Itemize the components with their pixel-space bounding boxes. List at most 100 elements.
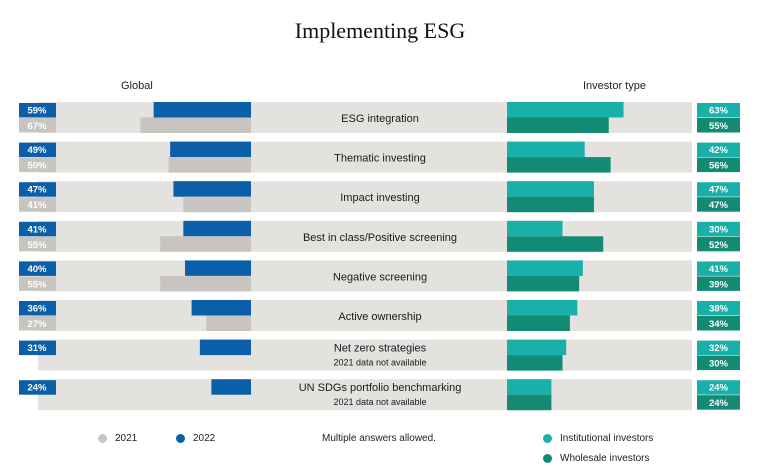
data-label-institutional: 30%	[709, 224, 729, 235]
label-box-2021	[19, 316, 56, 331]
bar-institutional	[507, 260, 583, 276]
bar-wholesale	[507, 157, 611, 173]
label-box-2022	[19, 221, 56, 237]
bar-wholesale	[507, 275, 580, 292]
legend-2022: 2022	[176, 433, 215, 444]
label-box-2022	[19, 103, 56, 118]
legend-institutional-label: Institutional investors	[560, 433, 654, 444]
data-label-wholesale: 34%	[709, 319, 729, 330]
category-label: Net zero strategies	[334, 343, 427, 355]
label-box-2022	[19, 142, 56, 158]
bar-institutional	[507, 141, 585, 158]
bar-global-2021	[160, 236, 251, 252]
category-note: 2021 data not available	[333, 358, 426, 368]
category-label: Active ownership	[338, 311, 421, 323]
label-box-institutional	[697, 103, 740, 118]
data-label-global-2022: 24%	[27, 383, 47, 394]
label-box-2022	[19, 182, 56, 197]
bar-wholesale	[507, 355, 563, 371]
bar-wholesale	[507, 196, 594, 213]
bar-global-2022	[211, 379, 251, 395]
row-background	[38, 260, 692, 292]
label-box-institutional	[697, 340, 740, 356]
bar-global-2021	[140, 117, 251, 133]
label-box-2021	[19, 118, 56, 133]
label-box-wholesale	[697, 157, 740, 173]
label-box-2021	[19, 157, 56, 173]
bar-global-2021	[168, 157, 251, 173]
data-label-global-2022: 49%	[27, 145, 47, 156]
bar-global-2021	[183, 196, 251, 213]
data-label-global-2022: 47%	[27, 185, 47, 196]
category-label: Thematic investing	[334, 153, 426, 165]
data-label-global-2021: 50%	[27, 161, 47, 172]
investor-type-header: Investor type	[583, 80, 646, 92]
legend-institutional-swatch	[543, 434, 552, 443]
bar-wholesale	[507, 315, 570, 331]
data-label-global-2022: 36%	[27, 304, 47, 315]
label-box-wholesale	[697, 197, 740, 212]
bar-global-2021	[160, 275, 251, 292]
legend-2021-label: 2021	[115, 433, 138, 444]
data-label-wholesale: 52%	[709, 240, 729, 251]
data-label-wholesale: 55%	[709, 121, 729, 132]
bar-institutional	[507, 220, 563, 237]
label-box-institutional	[697, 221, 740, 237]
data-label-wholesale: 24%	[709, 398, 729, 409]
multiple-answers-note: Multiple answers allowed.	[322, 433, 436, 444]
data-label-wholesale: 56%	[709, 161, 729, 172]
bar-global-2022	[170, 141, 251, 158]
row-background	[38, 300, 692, 331]
label-box-2022	[19, 261, 56, 276]
label-box-institutional	[697, 142, 740, 158]
legend-2021: 2021	[98, 433, 137, 444]
label-box-wholesale	[697, 236, 740, 252]
data-label-global-2022: 59%	[27, 106, 47, 117]
category-label: UN SDGs portfolio benchmarking	[299, 382, 462, 394]
data-label-institutional: 41%	[709, 264, 729, 275]
data-label-global-2022: 31%	[27, 343, 47, 354]
label-box-wholesale	[697, 395, 740, 410]
data-label-institutional: 32%	[709, 343, 729, 354]
bar-global-2022	[153, 102, 251, 118]
row-background	[38, 379, 692, 411]
bar-institutional	[507, 379, 552, 395]
data-label-global-2021: 55%	[27, 279, 47, 290]
category-label: ESG integration	[341, 113, 419, 125]
data-label-wholesale: 30%	[709, 359, 729, 370]
legend-2022-swatch	[176, 434, 185, 443]
bar-institutional	[507, 339, 567, 356]
label-box-2022	[19, 340, 56, 356]
label-box-wholesale	[697, 276, 740, 291]
label-box-wholesale	[697, 355, 740, 371]
label-box-institutional	[697, 380, 740, 395]
label-box-institutional	[697, 182, 740, 197]
data-label-global-2021: 27%	[27, 319, 47, 330]
global-header: Global	[121, 80, 153, 92]
data-label-global-2021: 67%	[27, 121, 47, 132]
category-label: Negative screening	[333, 271, 427, 283]
bar-global-2022	[173, 181, 251, 197]
data-label-institutional: 38%	[709, 304, 729, 315]
label-box-wholesale	[697, 316, 740, 331]
bar-institutional	[507, 181, 594, 197]
data-label-global-2022: 41%	[27, 224, 47, 235]
bar-institutional	[507, 300, 578, 316]
label-box-2021	[19, 276, 56, 291]
data-label-institutional: 24%	[709, 383, 729, 394]
legend-wholesale-swatch	[543, 454, 552, 463]
category-note: 2021 data not available	[333, 397, 426, 407]
category-label: Impact investing	[340, 192, 419, 204]
label-box-2021	[19, 197, 56, 212]
legend-wholesale: Wholesale investors	[543, 453, 649, 464]
row-background	[38, 339, 692, 371]
bar-global-2021	[206, 315, 251, 331]
bar-wholesale	[507, 236, 604, 252]
bar-global-2022	[183, 220, 251, 237]
bar-global-2022	[199, 339, 251, 356]
legend-2022-label: 2022	[193, 433, 216, 444]
label-box-2022	[19, 301, 56, 316]
data-label-global-2022: 40%	[27, 264, 47, 275]
data-label-wholesale: 39%	[709, 279, 729, 290]
